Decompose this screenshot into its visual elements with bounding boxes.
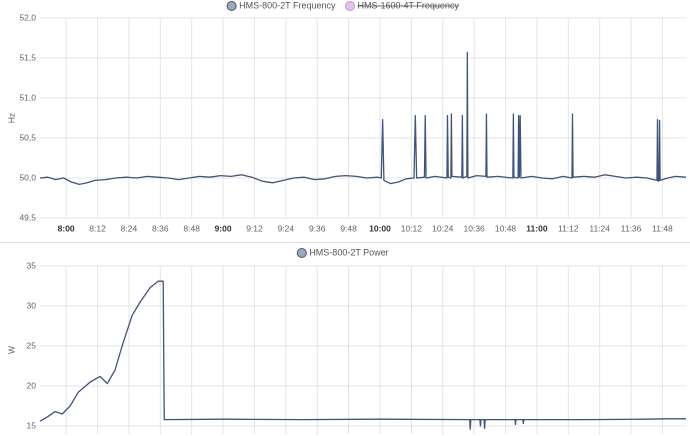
x-tick-label: 10:12 xyxy=(401,223,423,233)
x-tick-label: 8:24 xyxy=(121,223,138,233)
x-tick-label: 9:00 xyxy=(215,223,232,233)
y-tick-label: 15 xyxy=(27,420,37,430)
y-tick-label: 51,0 xyxy=(19,92,36,102)
y-tick-label: 20 xyxy=(27,380,37,390)
series-line xyxy=(39,280,686,430)
x-tick-label: 10:00 xyxy=(369,223,391,233)
x-tick-label: 9:24 xyxy=(278,223,295,233)
x-tick-label: 8:36 xyxy=(152,223,169,233)
x-tick-label: 11:36 xyxy=(621,223,642,233)
x-tick-label: 11:12 xyxy=(558,223,579,233)
legend-swatch xyxy=(226,1,237,11)
y-tick-label: 30 xyxy=(27,300,37,310)
y-axis-label: Hz xyxy=(6,113,16,123)
y-tick-label: 50,0 xyxy=(19,172,36,182)
legend-swatch xyxy=(344,1,355,11)
x-tick-label: 9:36 xyxy=(309,223,326,233)
legend: HMS-800-2T Power xyxy=(296,247,389,258)
x-tick-label: 8:00 xyxy=(58,223,75,233)
x-tick-label: 10:48 xyxy=(495,223,517,233)
x-tick-label: 11:00 xyxy=(526,223,548,233)
x-tick-label: 9:12 xyxy=(246,223,263,233)
x-tick-label: 8:12 xyxy=(89,223,106,233)
x-tick-label: 11:24 xyxy=(589,223,610,233)
legend-label: HMS-800-2T Frequency xyxy=(239,0,336,10)
x-tick-label: 9:48 xyxy=(340,223,357,233)
y-tick-label: 50,5 xyxy=(19,132,36,142)
legend-swatch xyxy=(296,248,307,258)
x-tick-label: 10:36 xyxy=(464,223,486,233)
y-tick-label: 25 xyxy=(27,340,37,350)
series-line xyxy=(39,51,687,186)
x-tick-label: 11:48 xyxy=(652,223,673,233)
y-tick-label: 49,5 xyxy=(19,212,36,222)
y-tick-label: 51,5 xyxy=(19,52,36,62)
legend-label: HMS-800-2T Power xyxy=(309,247,388,257)
x-tick-label: 10:24 xyxy=(432,223,454,233)
legend: HMS-800-2T Frequency HMS-1600-4T Frequenc… xyxy=(226,0,459,11)
y-tick-label: 35 xyxy=(27,260,37,270)
y-tick-label: 52,0 xyxy=(19,12,36,22)
legend-label: HMS-1600-4T Frequency xyxy=(357,0,459,10)
x-tick-label: 8:48 xyxy=(183,223,200,233)
y-axis-label: W xyxy=(6,346,16,354)
